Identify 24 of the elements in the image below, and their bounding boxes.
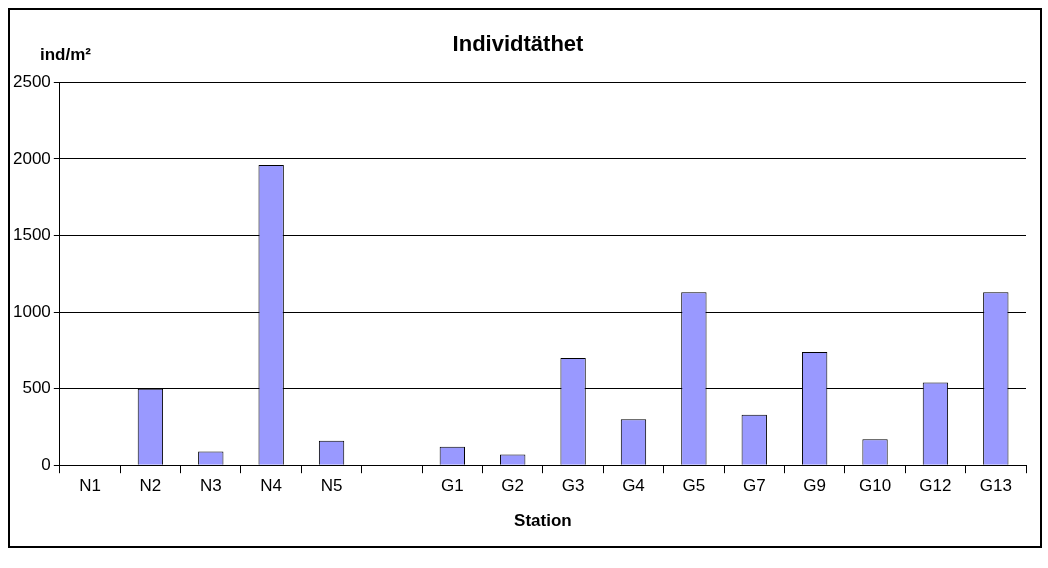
x-tick-label: G7 bbox=[742, 476, 766, 496]
x-tick-label: G4 bbox=[622, 476, 645, 496]
x-tick-label: G2 bbox=[501, 476, 525, 496]
x-tick-label: G1 bbox=[440, 476, 464, 496]
chart-title: Individtäthet bbox=[452, 31, 585, 57]
x-tick-label: G12 bbox=[919, 476, 952, 496]
x-tick-label: G10 bbox=[858, 476, 892, 496]
x-tick-label: G5 bbox=[682, 476, 706, 496]
x-tick-label: G3 bbox=[561, 476, 585, 496]
y-axis-title: ind/m² bbox=[40, 45, 92, 64]
y-tick-label: 2500 bbox=[12, 72, 51, 92]
x-axis-title: Station bbox=[514, 511, 572, 531]
x-tick-label: G9 bbox=[803, 476, 826, 496]
y-tick-label: 1000 bbox=[12, 301, 51, 321]
x-tick-label: G13 bbox=[979, 476, 1012, 496]
x-tick-label: N4 bbox=[260, 476, 283, 496]
x-tick-label: N1 bbox=[79, 476, 101, 496]
x-tick-label: N2 bbox=[139, 476, 162, 496]
y-tick-label: 500 bbox=[22, 378, 51, 398]
y-tick-label: 2000 bbox=[12, 148, 51, 168]
x-tick-label: N5 bbox=[320, 476, 343, 496]
y-tick-label: 0 bbox=[41, 454, 51, 474]
x-tick-label: N3 bbox=[199, 476, 222, 496]
y-tick-label: 1500 bbox=[12, 225, 51, 245]
